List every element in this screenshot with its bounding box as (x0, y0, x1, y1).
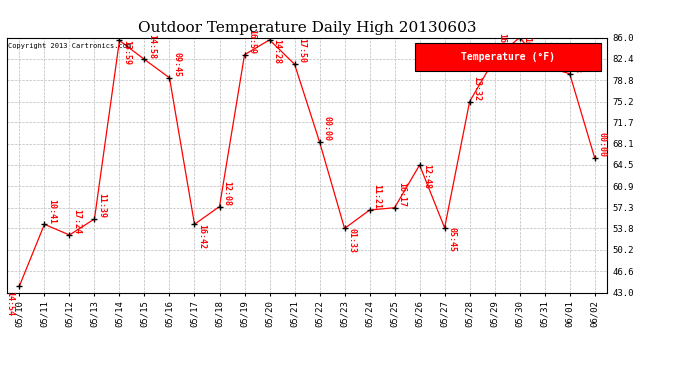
Title: Outdoor Temperature Daily High 20130603: Outdoor Temperature Daily High 20130603 (138, 21, 476, 35)
Text: 11:21: 11:21 (373, 184, 382, 209)
Text: 10:41: 10:41 (47, 198, 56, 223)
Text: 01:33: 01:33 (347, 228, 356, 253)
FancyBboxPatch shape (415, 43, 601, 70)
Text: 09:45: 09:45 (172, 52, 181, 77)
Text: Copyright 2013 Cartronics.com: Copyright 2013 Cartronics.com (8, 43, 131, 49)
Text: 13:32: 13:32 (473, 76, 482, 101)
Text: 16:00: 16:00 (522, 37, 531, 62)
Text: 17:24: 17:24 (72, 209, 81, 234)
Text: 00:00: 00:00 (322, 116, 331, 141)
Text: 05:45: 05:45 (447, 227, 456, 252)
Text: 17:50: 17:50 (297, 38, 306, 63)
Text: 16:00: 16:00 (497, 33, 506, 58)
Text: 14:58: 14:58 (147, 34, 156, 58)
Text: 12:08: 12:08 (222, 181, 231, 206)
Text: Temperature (°F): Temperature (°F) (461, 52, 555, 62)
Text: 16:42: 16:42 (197, 224, 206, 249)
Text: 14:54: 14:54 (6, 291, 14, 316)
Text: 00:00: 00:00 (598, 132, 607, 157)
Text: 16:59: 16:59 (247, 29, 256, 54)
Text: 16:48: 16:48 (573, 48, 582, 73)
Text: 14:28: 14:28 (273, 39, 282, 64)
Text: 16:17: 16:17 (397, 182, 406, 207)
Text: 14:26: 14:26 (547, 41, 556, 66)
Text: 12:48: 12:48 (422, 164, 431, 189)
Text: 11:39: 11:39 (97, 193, 106, 218)
Text: 13:59: 13:59 (122, 40, 131, 64)
